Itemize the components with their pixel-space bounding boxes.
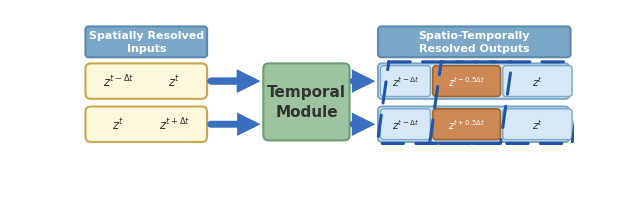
- Text: $z^{t-\Delta t}$: $z^{t-\Delta t}$: [392, 118, 419, 132]
- FancyBboxPatch shape: [433, 66, 500, 97]
- FancyBboxPatch shape: [378, 64, 569, 99]
- FancyBboxPatch shape: [378, 27, 570, 58]
- FancyBboxPatch shape: [86, 64, 207, 99]
- FancyBboxPatch shape: [380, 66, 431, 97]
- Text: $z^{t-\Delta t}$: $z^{t-\Delta t}$: [102, 74, 134, 90]
- FancyBboxPatch shape: [86, 107, 207, 142]
- Text: Spatially Resolved
Inputs: Spatially Resolved Inputs: [89, 31, 204, 54]
- Text: Temporal
Module: Temporal Module: [267, 85, 346, 120]
- FancyBboxPatch shape: [503, 109, 572, 140]
- Text: $z^{t+\Delta t}$: $z^{t+\Delta t}$: [159, 116, 190, 133]
- FancyBboxPatch shape: [86, 27, 207, 58]
- Text: $z^{t}$: $z^{t}$: [168, 74, 180, 89]
- FancyBboxPatch shape: [433, 109, 500, 140]
- Text: $z^{t}$: $z^{t}$: [532, 118, 543, 132]
- FancyBboxPatch shape: [378, 107, 569, 142]
- FancyBboxPatch shape: [380, 109, 431, 140]
- Text: $z^{t}$: $z^{t}$: [532, 75, 543, 88]
- Text: Spatio-Temporally
Resolved Outputs: Spatio-Temporally Resolved Outputs: [419, 31, 530, 54]
- FancyBboxPatch shape: [503, 66, 572, 97]
- Text: $z^{t+0.5\Delta t}$: $z^{t+0.5\Delta t}$: [448, 118, 485, 132]
- Text: $z^{t}$: $z^{t}$: [112, 117, 124, 132]
- FancyBboxPatch shape: [263, 64, 349, 141]
- Text: $z^{t-\Delta t}$: $z^{t-\Delta t}$: [392, 75, 419, 88]
- Text: $z^{t-0.5\Delta t}$: $z^{t-0.5\Delta t}$: [448, 75, 485, 88]
